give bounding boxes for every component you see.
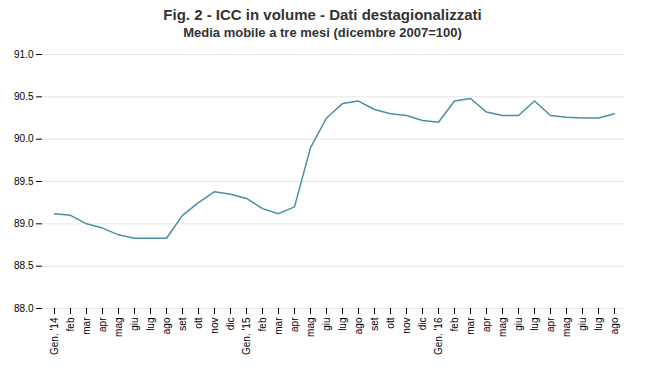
svg-text:ott: ott [385,317,396,328]
svg-text:apr: apr [545,317,556,332]
svg-text:ott: ott [193,317,204,328]
svg-text:mar: mar [273,317,284,335]
svg-text:mar: mar [81,317,92,335]
svg-text:giu: giu [577,318,588,331]
svg-text:89.5: 89.5 [14,176,34,187]
svg-text:nov: nov [209,318,220,334]
svg-text:ago: ago [161,317,172,334]
svg-text:dic: dic [417,318,428,331]
svg-text:giu: giu [513,318,524,331]
svg-text:mag: mag [305,318,316,337]
svg-text:apr: apr [289,317,300,332]
svg-text:Gen. '15: Gen. '15 [241,317,252,355]
svg-text:88.5: 88.5 [14,260,34,271]
svg-text:apr: apr [481,317,492,332]
svg-text:set: set [177,317,188,331]
svg-text:lug: lug [337,318,348,331]
svg-text:set: set [369,317,380,331]
html-text:Media mobile a tre mesi (dicem: Media mobile a tre mesi (dicembre 2007=1… [183,25,462,40]
svg-text:Gen. '14: Gen. '14 [49,317,60,355]
svg-text:89.0: 89.0 [14,218,34,229]
svg-text:mag: mag [561,318,572,337]
svg-text:lug: lug [593,318,604,331]
svg-text:91.0: 91.0 [14,49,34,60]
svg-text:ago: ago [353,317,364,334]
svg-text:mag: mag [497,318,508,337]
svg-text:giu: giu [321,318,332,331]
svg-text:feb: feb [65,317,76,331]
svg-text:apr: apr [97,317,108,332]
svg-text:ago: ago [609,317,620,334]
svg-text:90.0: 90.0 [14,133,34,144]
svg-text:mar: mar [465,317,476,335]
svg-text:90.5: 90.5 [14,91,34,102]
html-text:Fig. 2 - ICC in volume - Dati: Fig. 2 - ICC in volume - Dati destagiona… [163,6,482,23]
svg-text:feb: feb [449,317,460,331]
svg-text:dic: dic [225,318,236,331]
svg-text:88.0: 88.0 [14,303,34,314]
svg-text:giu: giu [129,318,140,331]
svg-text:nov: nov [401,318,412,334]
svg-text:mag: mag [113,318,124,337]
svg-text:feb: feb [257,317,268,331]
svg-text:lug: lug [529,318,540,331]
svg-text:lug: lug [145,318,156,331]
svg-text:Gen. '16: Gen. '16 [433,317,444,355]
